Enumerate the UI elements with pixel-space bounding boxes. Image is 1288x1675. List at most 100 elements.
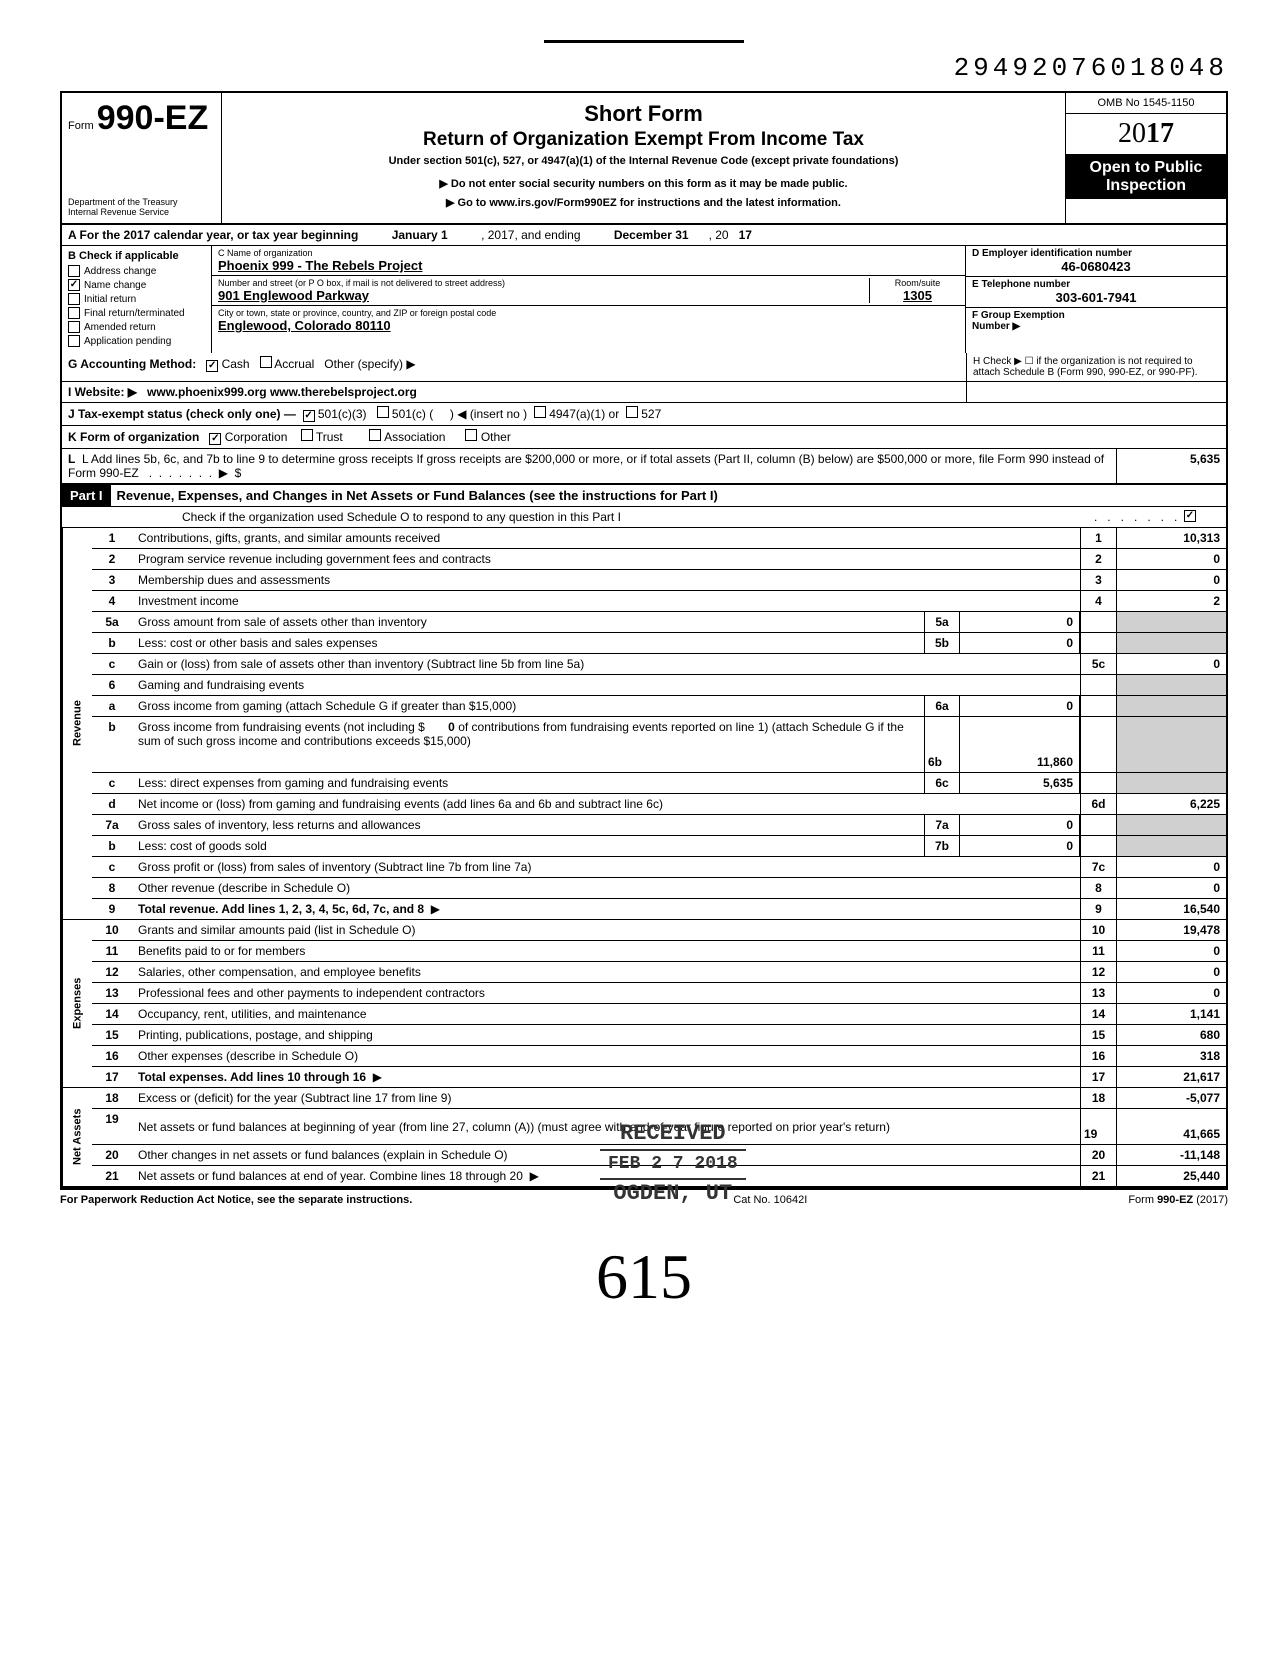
right-boxes: OMB No 1545-1150 20201717 Open to Public… [1066,93,1226,223]
group-exemption-row: F Group Exemption Number ▶ [966,308,1226,334]
row-a-yy: 17 [739,228,752,242]
line-10: 10Grants and similar amounts paid (list … [92,920,1226,941]
handwritten-615: 615 [60,1240,1228,1314]
check-o-text: Check if the organization used Schedule … [182,510,1094,524]
row-g-label: G Accounting Method: [68,357,196,371]
line-16: 16Other expenses (describe in Schedule O… [92,1046,1226,1067]
expenses-section: Expenses 10Grants and similar amounts pa… [60,920,1228,1088]
check-501c[interactable] [377,406,389,418]
line-2: 2Program service revenue including gover… [92,549,1226,570]
col-b-checkboxes: B Check if applicable Address change Nam… [62,246,212,353]
row-g: G Accounting Method: Cash Accrual Other … [62,353,1226,382]
org-name-label: C Name of organization [218,248,959,258]
check-schedule-o-row: Check if the organization used Schedule … [60,507,1228,528]
check-501c3[interactable] [303,410,315,422]
line-21: 21Net assets or fund balances at end of … [92,1166,1226,1186]
city-value: Englewood, Colorado 80110 [218,318,959,333]
row-j: J Tax-exempt status (check only one) — 5… [62,403,1226,426]
line-6: 6Gaming and fundraising events [92,675,1226,696]
check-address-change[interactable]: Address change [68,265,205,277]
row-a-end: December 31 [614,228,689,242]
form-year: 20201717 [1066,114,1226,155]
line-19: 19Net assets or fund balances at beginni… [92,1109,1226,1145]
phone-value: 303-601-7941 [972,290,1220,305]
line-18: 18Excess or (deficit) for the year (Subt… [92,1088,1226,1109]
revenue-section: Revenue 1Contributions, gifts, grants, a… [60,528,1228,920]
form-990ez-label: 990-EZ [97,99,209,137]
line-7c: cGross profit or (loss) from sales of in… [92,857,1226,878]
revenue-side-label: Revenue [62,528,92,919]
row-k-label: K Form of organization [68,430,199,444]
line-20: 20Other changes in net assets or fund ba… [92,1145,1226,1166]
row-a-prefix: A For the 2017 calendar year, or tax yea… [68,228,358,242]
group-ex-label: F Group Exemption [972,310,1220,321]
group-ex-label2: Number ▶ [972,321,1220,332]
line-6c: cLess: direct expenses from gaming and f… [92,773,1226,794]
note-instructions: ▶ Go to www.irs.gov/Form990EZ for instru… [234,196,1053,209]
check-4947[interactable] [534,406,546,418]
col-def: D Employer identification number 46-0680… [966,246,1226,353]
omb-number: OMB No 1545-1150 [1066,93,1226,114]
check-final-return[interactable]: Final return/terminated [68,307,205,319]
org-name-value: Phoenix 999 - The Rebels Project [218,258,959,273]
footer-row: For Paperwork Reduction Act Notice, see … [60,1188,1228,1210]
line-15: 15Printing, publications, postage, and s… [92,1025,1226,1046]
row-l: L L Add lines 5b, 6c, and 7b to line 9 t… [62,449,1226,485]
footer-right: Form 990-EZ (2017) [1128,1194,1228,1206]
check-amended[interactable]: Amended return [68,321,205,333]
rows-ghijkl: G Accounting Method: Cash Accrual Other … [60,353,1228,485]
main-title: Return of Organization Exempt From Incom… [234,129,1053,151]
line-13: 13Professional fees and other payments t… [92,983,1226,1004]
line-8: 8Other revenue (describe in Schedule O)8… [92,878,1226,899]
check-association[interactable] [369,429,381,441]
check-trust[interactable] [301,429,313,441]
line-5a: 5aGross amount from sale of assets other… [92,612,1226,633]
org-name-row: C Name of organization Phoenix 999 - The… [212,246,965,276]
netassets-side-label: Net Assets [62,1088,92,1186]
row-l-value: 5,635 [1116,449,1226,483]
row-a-mid: , 2017, and ending [481,228,580,242]
check-accrual[interactable] [260,356,272,368]
line-5c: cGain or (loss) from sale of assets othe… [92,654,1226,675]
check-corporation[interactable] [209,433,221,445]
footer-mid: Cat No. 10642I [733,1194,807,1206]
check-schedule-o[interactable] [1184,510,1196,522]
room-value: 1305 [876,288,959,303]
check-initial-return[interactable]: Initial return [68,293,205,305]
top-underline [544,40,744,43]
line-11: 11Benefits paid to or for members110 [92,941,1226,962]
form-990ez-page: 29492076018048 Form 990-EZ Department of… [60,40,1228,1314]
ein-row: D Employer identification number 46-0680… [966,246,1226,277]
check-527[interactable] [626,406,638,418]
subtitle: Under section 501(c), 527, or 4947(a)(1)… [234,155,1053,167]
form-header: Form 990-EZ Department of the Treasury I… [60,91,1228,225]
line-1: 1Contributions, gifts, grants, and simil… [92,528,1226,549]
check-pending[interactable]: Application pending [68,335,205,347]
dept-label: Department of the Treasury Internal Reve… [68,197,215,217]
row-a-begin: January 1 [392,228,448,242]
phone-label: E Telephone number [972,279,1220,290]
line-5b: bLess: cost or other basis and sales exp… [92,633,1226,654]
check-other-org[interactable] [465,429,477,441]
city-row: City or town, state or province, country… [212,306,965,335]
col-c-org-info: C Name of organization Phoenix 999 - The… [212,246,966,353]
line-9: 9Total revenue. Add lines 1, 2, 3, 4, 5c… [92,899,1226,919]
website-value: www.phoenix999.org www.therebelsproject.… [147,385,417,399]
street-row: Number and street (or P O box, if mail i… [212,276,965,306]
footer-left: For Paperwork Reduction Act Notice, see … [60,1194,412,1206]
line-7a: 7aGross sales of inventory, less returns… [92,815,1226,836]
section-bcdef: B Check if applicable Address change Nam… [60,246,1228,353]
form-label-cell: Form 990-EZ Department of the Treasury I… [62,93,222,223]
col-b-header: B Check if applicable [68,250,205,262]
street-label: Number and street (or P O box, if mail i… [218,278,869,288]
line-7b: bLess: cost of goods sold7b0 [92,836,1226,857]
note-ssn: ▶ Do not enter social security numbers o… [234,177,1053,190]
line-4: 4Investment income42 [92,591,1226,612]
net-assets-section: Net Assets 18Excess or (deficit) for the… [60,1088,1228,1188]
check-name-change[interactable]: Name change [68,279,205,291]
open-to-public: Open to Public Inspection [1066,155,1226,199]
check-cash[interactable] [206,360,218,372]
line-6a: aGross income from gaming (attach Schedu… [92,696,1226,717]
phone-row: E Telephone number 303-601-7941 [966,277,1226,308]
short-form-title: Short Form [234,101,1053,127]
